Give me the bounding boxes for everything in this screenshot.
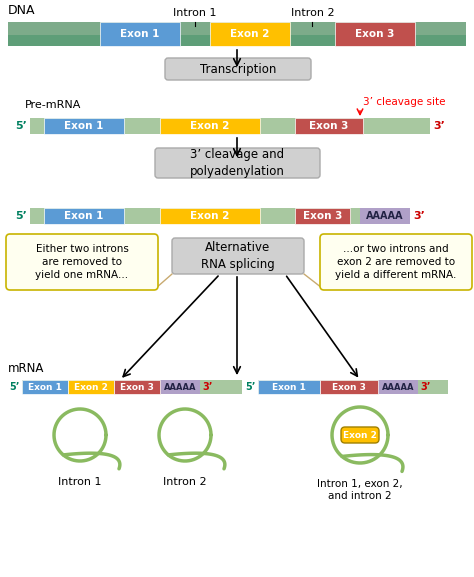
Bar xyxy=(258,380,320,394)
Bar xyxy=(210,22,290,46)
Text: AAAAA: AAAAA xyxy=(366,211,404,221)
Bar xyxy=(160,208,260,224)
Text: Exon 1: Exon 1 xyxy=(120,29,160,39)
Bar xyxy=(68,380,114,394)
Text: Exon 3: Exon 3 xyxy=(303,211,342,221)
Text: Exon 1: Exon 1 xyxy=(64,211,104,221)
Text: Transcription: Transcription xyxy=(200,62,276,76)
FancyBboxPatch shape xyxy=(155,148,320,178)
Text: 5’: 5’ xyxy=(15,211,27,221)
FancyBboxPatch shape xyxy=(172,238,304,274)
Text: 5’: 5’ xyxy=(246,382,256,392)
Bar xyxy=(160,118,260,134)
Bar xyxy=(22,380,68,394)
Text: Intron 2: Intron 2 xyxy=(291,8,334,18)
Bar xyxy=(22,380,242,394)
Bar xyxy=(8,35,466,46)
Text: Exon 3: Exon 3 xyxy=(310,121,349,131)
Text: AAAAA: AAAAA xyxy=(382,383,414,392)
Bar xyxy=(44,118,124,134)
Text: 3’ cleavage and
polyadenylation: 3’ cleavage and polyadenylation xyxy=(190,148,285,178)
Text: Exon 1: Exon 1 xyxy=(64,121,104,131)
Text: Exon 3: Exon 3 xyxy=(332,383,366,392)
Text: Alternative
RNA splicing: Alternative RNA splicing xyxy=(201,241,275,271)
Text: Pre-mRNA: Pre-mRNA xyxy=(25,100,82,110)
Text: Exon 2: Exon 2 xyxy=(230,29,270,39)
Text: Exon 2: Exon 2 xyxy=(74,383,108,392)
Bar xyxy=(160,380,200,394)
Text: Either two introns
are removed to
yield one mRNA...: Either two introns are removed to yield … xyxy=(36,244,128,280)
Bar xyxy=(335,22,415,46)
Text: Exon 3: Exon 3 xyxy=(356,29,395,39)
Text: Intron 1: Intron 1 xyxy=(173,8,217,18)
Text: ...or two introns and
exon 2 are removed to
yield a different mRNA.: ...or two introns and exon 2 are removed… xyxy=(335,244,456,280)
Text: 3’: 3’ xyxy=(420,382,430,392)
Bar xyxy=(100,22,180,46)
Bar xyxy=(378,380,418,394)
Bar xyxy=(258,380,448,394)
Bar xyxy=(295,208,350,224)
Text: 3’: 3’ xyxy=(413,211,425,221)
Text: Exon 2: Exon 2 xyxy=(343,430,377,440)
Text: Intron 1: Intron 1 xyxy=(58,477,102,487)
Text: Exon 1: Exon 1 xyxy=(28,383,62,392)
Text: 3’ cleavage site: 3’ cleavage site xyxy=(363,97,446,107)
Text: AAAAA: AAAAA xyxy=(164,383,196,392)
Text: Exon 1: Exon 1 xyxy=(272,383,306,392)
Text: 5’: 5’ xyxy=(15,121,27,131)
Text: Exon 2: Exon 2 xyxy=(191,211,230,221)
Bar xyxy=(114,380,160,394)
Text: mRNA: mRNA xyxy=(8,362,45,375)
Bar xyxy=(320,380,378,394)
Text: Intron 1, exon 2,
and intron 2: Intron 1, exon 2, and intron 2 xyxy=(317,479,403,501)
Text: 3’: 3’ xyxy=(202,382,212,392)
FancyBboxPatch shape xyxy=(320,234,472,290)
Bar xyxy=(44,208,124,224)
Text: Exon 2: Exon 2 xyxy=(191,121,230,131)
Text: 3’: 3’ xyxy=(433,121,445,131)
Bar xyxy=(30,118,430,134)
Text: Exon 3: Exon 3 xyxy=(120,383,154,392)
Bar xyxy=(30,208,360,224)
Text: 5’: 5’ xyxy=(9,382,20,392)
FancyBboxPatch shape xyxy=(6,234,158,290)
Bar xyxy=(360,208,410,224)
Bar xyxy=(295,118,363,134)
Text: DNA: DNA xyxy=(8,4,36,17)
FancyBboxPatch shape xyxy=(165,58,311,80)
Bar xyxy=(8,22,466,35)
Bar xyxy=(8,22,466,46)
FancyBboxPatch shape xyxy=(341,427,379,443)
Text: Intron 2: Intron 2 xyxy=(163,477,207,487)
